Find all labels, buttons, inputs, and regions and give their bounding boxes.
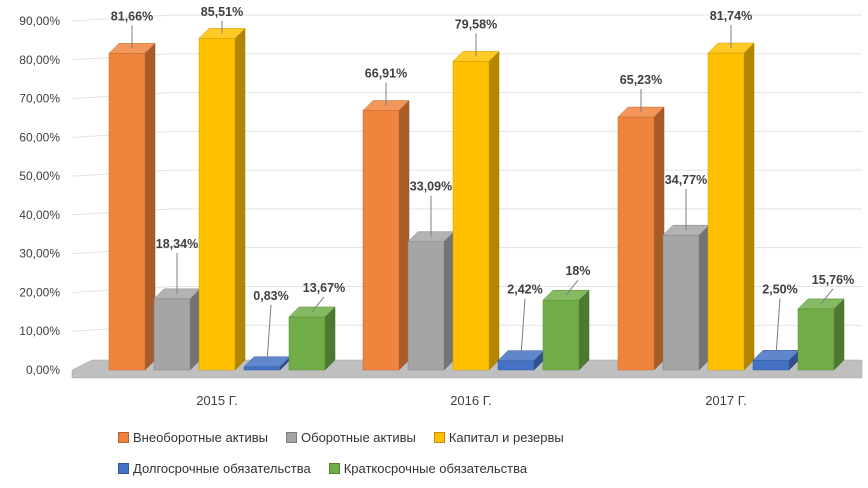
data-label: 15,76%: [812, 273, 854, 287]
bar-chart-3d: 0,00% 10,00% 20,00% 30,00% 40,00% 50,00% 60,00…: [19, 5, 863, 408]
data-label: 65,23%: [620, 73, 662, 87]
data-label-leader: [820, 288, 834, 305]
bar-front: [362, 110, 400, 371]
legend-label: Краткосрочные обязательства: [343, 460, 528, 476]
chart-legend: Внеоборотные активы Оборотные активы Кап…: [118, 426, 818, 488]
data-label: 13,67%: [303, 281, 345, 295]
y-tick-label: 40,00%: [19, 208, 60, 222]
bar-front: [243, 366, 281, 371]
y-tick-label: 20,00%: [19, 285, 60, 299]
data-label: 18,34%: [156, 237, 198, 251]
x-tick-label: 2017 Г.: [705, 393, 747, 408]
bar-side: [144, 42, 156, 371]
bar-side: [698, 224, 710, 371]
legend-item-kapital: Капитал и резервы: [433, 429, 564, 445]
legend-swatch: [118, 462, 129, 474]
x-tick-label: 2015 Г.: [196, 393, 238, 408]
y-tick-label: 0,00%: [26, 363, 60, 377]
bar-side: [324, 306, 336, 371]
legend-item-dolgosrochnye: Долгосрочные обязательства: [118, 461, 311, 476]
data-label: 18%: [565, 264, 590, 278]
legend-swatch: [118, 431, 129, 443]
bar-side: [234, 27, 246, 371]
legend-label: Капитал и резервы: [448, 429, 564, 445]
bar-front: [108, 53, 146, 371]
data-label: 66,91%: [365, 67, 407, 81]
bar-front: [752, 360, 790, 371]
legend-swatch: [433, 431, 445, 443]
y-tick-label: 30,00%: [19, 247, 60, 261]
data-label: 34,77%: [665, 173, 707, 187]
bar-front: [452, 61, 490, 371]
bar-side: [443, 231, 455, 371]
bar-front: [407, 241, 445, 371]
y-tick-label: 50,00%: [19, 169, 60, 183]
bar-side: [653, 106, 665, 371]
y-tick-label: 90,00%: [19, 14, 60, 28]
legend-item-vneoborotnye: Внеоборотные активы: [118, 430, 268, 445]
legend-swatch: [328, 462, 340, 474]
legend-row-1: Внеоборотные активы Оборотные активы Кап…: [118, 426, 818, 448]
gridline-depth: [71, 14, 173, 22]
data-label: 81,74%: [710, 9, 752, 23]
bar-front: [797, 308, 835, 371]
bar-side: [189, 288, 201, 371]
y-tick-label: 10,00%: [19, 324, 60, 338]
bar-front: [707, 52, 745, 371]
y-tick-label: 60,00%: [19, 130, 60, 144]
data-label-leader: [266, 304, 272, 362]
data-label-leader: [775, 298, 781, 356]
x-tick-label: 2016 Г.: [450, 393, 492, 408]
legend-row-2: Долгосрочные обязательства Краткосрочные…: [118, 457, 818, 479]
bar-side: [743, 42, 755, 371]
y-tick-label: 70,00%: [19, 92, 60, 106]
legend-item-oborotnye: Оборотные активы: [286, 430, 416, 445]
data-label-leader: [311, 296, 325, 313]
legend-label: Оборотные активы: [301, 429, 416, 445]
data-label: 2,42%: [507, 283, 542, 297]
bar-side: [833, 298, 845, 371]
bar-front: [617, 116, 655, 371]
data-label: 33,09%: [410, 180, 452, 194]
bar-side: [398, 99, 410, 371]
bar-front: [497, 360, 535, 371]
bar-side: [488, 50, 500, 371]
y-tick-label: 80,00%: [19, 53, 60, 67]
bar-front: [198, 38, 236, 371]
data-label: 85,51%: [201, 5, 243, 19]
data-label-leader: [565, 279, 579, 296]
legend-label: Внеоборотные активы: [133, 429, 269, 445]
data-label: 2,50%: [762, 282, 797, 296]
data-label: 81,66%: [111, 9, 153, 23]
bar-front: [153, 298, 191, 371]
legend-swatch: [286, 431, 298, 443]
legend-label: Долгосрочные обязательства: [133, 460, 311, 476]
data-label: 79,58%: [455, 17, 497, 31]
bar-front: [542, 299, 580, 371]
legend-item-kratkosrochnye: Краткосрочные обязательства: [328, 460, 528, 476]
data-label: 0,83%: [253, 289, 288, 303]
chart-container: 0,00% 10,00% 20,00% 30,00% 40,00% 50,00% 60,00…: [19, 5, 863, 476]
bar-side: [578, 289, 590, 371]
data-label-leader: [520, 298, 526, 356]
bar-front: [288, 316, 326, 371]
bar-front: [662, 234, 700, 371]
